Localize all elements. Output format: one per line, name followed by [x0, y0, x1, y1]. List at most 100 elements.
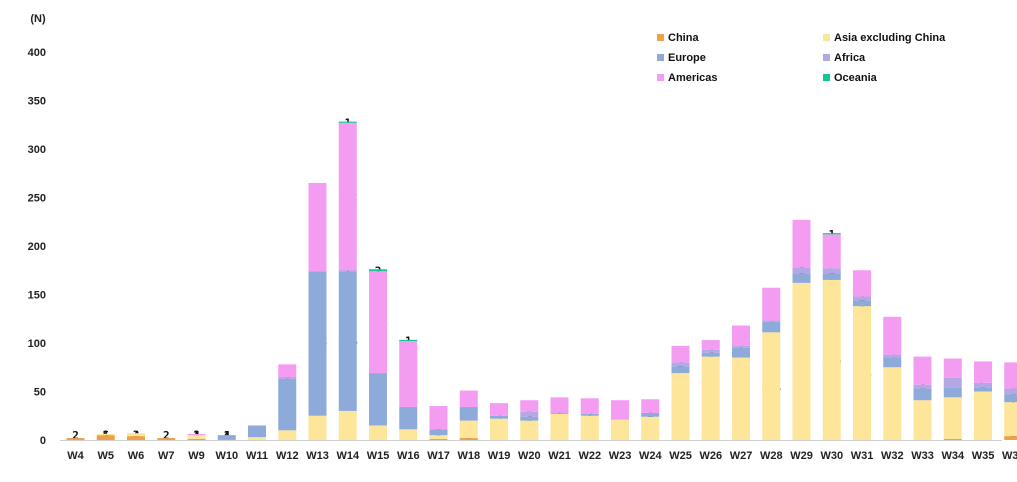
legend-swatch	[657, 34, 664, 41]
legend-swatch	[657, 74, 664, 81]
bar-segment	[520, 416, 539, 421]
bar-segment	[459, 407, 478, 421]
bar-segment	[641, 412, 660, 417]
x-tick-label: W20	[518, 450, 541, 462]
legend-swatch	[657, 54, 664, 61]
x-tick-label: W14	[336, 450, 360, 462]
legend-label: Africa	[834, 52, 866, 64]
bar-segment	[732, 345, 750, 348]
bar-segment	[278, 376, 297, 379]
bar-segment	[853, 306, 871, 440]
x-tick-label: W4	[67, 450, 84, 462]
bar-segment	[217, 438, 236, 440]
legend-swatch	[823, 34, 830, 41]
bar-segment	[338, 271, 357, 411]
bar-segment	[883, 316, 902, 355]
y-axis: 0 50 100 150 200 250 300 350 400	[28, 47, 46, 447]
bar-segment	[943, 387, 962, 398]
bar-segment	[1004, 388, 1017, 395]
x-tick-label: W13	[306, 450, 329, 462]
bar-segment	[399, 339, 418, 342]
bar-segment	[248, 425, 266, 438]
x-tick-label: W5	[98, 450, 115, 462]
y-tick-label: 150	[28, 290, 46, 302]
bar-segment	[792, 219, 811, 268]
x-tick-label: W21	[548, 450, 571, 462]
x-tick-label: W34	[941, 450, 965, 462]
bar-segment	[762, 332, 781, 440]
bar-segment	[96, 433, 115, 436]
bar-segment	[429, 406, 448, 430]
bar-segment	[520, 411, 539, 417]
bar-segment	[732, 347, 750, 358]
bar-segment	[580, 398, 599, 414]
bar-segment	[187, 438, 206, 440]
bar-segment	[399, 341, 418, 408]
bar-segment	[338, 270, 357, 272]
x-tick-label: W18	[457, 450, 480, 462]
bar-segment	[853, 300, 871, 307]
bar-segment	[943, 377, 962, 388]
x-tick-label: W33	[911, 450, 934, 462]
bar-segment	[520, 420, 539, 440]
bar-segment	[278, 364, 297, 377]
bar-segment	[732, 325, 750, 346]
bar-segment	[701, 356, 720, 440]
x-tick-label: W11	[246, 450, 268, 462]
legend-label: Europe	[668, 52, 706, 64]
x-tick-label: W7	[158, 450, 175, 462]
y-tick-label: 250	[28, 193, 46, 205]
bar-segment	[1004, 402, 1017, 437]
bar-segment	[459, 420, 478, 439]
bar-segment	[127, 436, 145, 440]
bar-segment	[550, 413, 569, 440]
x-tick-label: W10	[215, 450, 238, 462]
x-tick-label: W30	[820, 450, 843, 462]
x-tick-label: W25	[669, 450, 692, 462]
bar-segment	[369, 271, 387, 374]
bar-segment	[822, 268, 841, 274]
legend-swatch	[823, 54, 830, 61]
bar-segment	[913, 400, 932, 440]
bar-segment	[429, 438, 448, 440]
bar-segment	[459, 390, 478, 408]
x-tick-label: W9	[188, 450, 205, 462]
bar-segment	[732, 357, 750, 440]
bar-segment	[792, 273, 811, 283]
bar-segment	[550, 412, 569, 414]
x-tick-label: W24	[639, 450, 663, 462]
bar-segment	[520, 400, 539, 412]
bar-segment	[853, 270, 871, 297]
bar-segment	[1004, 436, 1017, 440]
bar-segment	[308, 182, 327, 272]
x-axis: W4 W5 W6 W7 W9 W10 W11 W12 W13 W14 W15 W16 W17 W18 W19…	[60, 440, 1017, 462]
bar-segment	[641, 399, 660, 413]
bar-segment	[913, 388, 932, 401]
bar-segment	[671, 362, 690, 367]
x-tick-label: W6	[128, 450, 145, 462]
x-tick-label: W23	[609, 450, 632, 462]
bar-segment	[399, 429, 418, 440]
x-tick-label: W27	[730, 450, 753, 462]
y-tick-label: 50	[34, 387, 46, 399]
bar-segment	[913, 356, 932, 385]
bar-segment	[641, 416, 660, 440]
bar-segment	[580, 415, 599, 440]
bar-segment	[943, 358, 962, 378]
bar-segment	[701, 352, 720, 357]
bar-segment	[671, 366, 690, 374]
legend-label: Asia excluding China	[834, 32, 946, 44]
bar-segment	[96, 435, 115, 440]
y-tick-label: 100	[28, 338, 46, 350]
bar-segment	[974, 382, 992, 388]
bar-segment	[490, 415, 508, 419]
y-tick-label: 300	[28, 144, 46, 156]
legend-label: China	[668, 32, 699, 44]
bar-segment	[762, 320, 781, 322]
legend-label: Oceania	[834, 72, 878, 84]
bar-segment	[157, 438, 176, 440]
bar-segment	[127, 433, 145, 437]
bar-segment	[429, 429, 448, 436]
bar-segment	[883, 354, 902, 358]
